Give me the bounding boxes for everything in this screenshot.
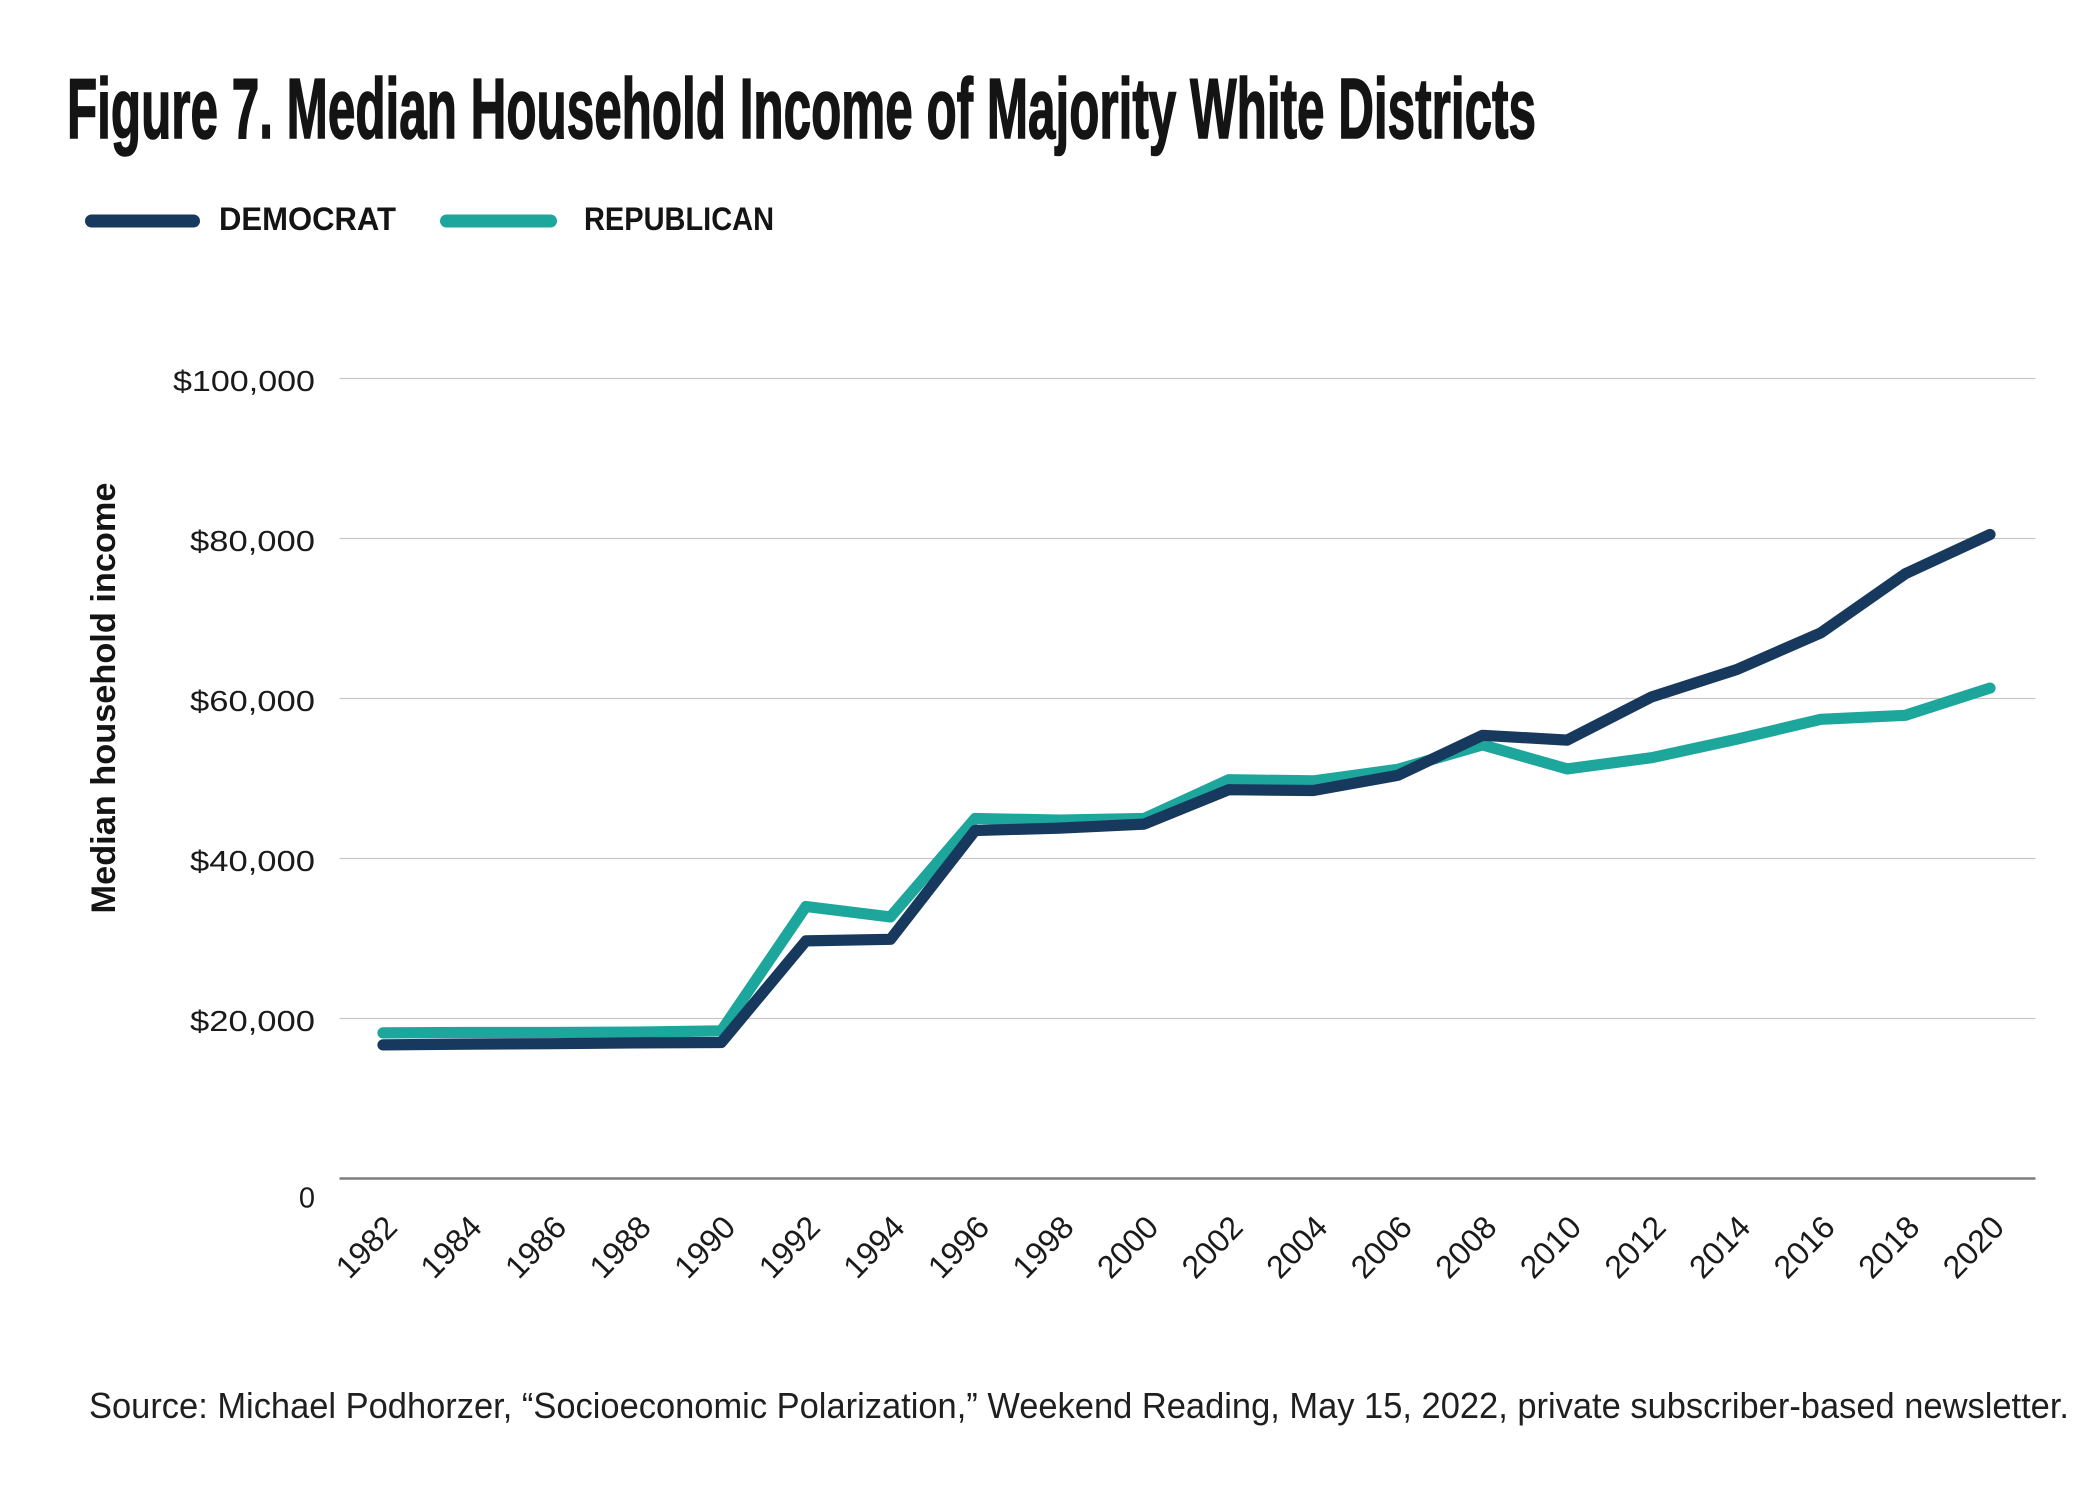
svg-text:0: 0: [299, 1183, 315, 1215]
svg-text:Median household income: Median household income: [85, 483, 123, 914]
svg-text:$40,000: $40,000: [190, 846, 315, 878]
svg-text:$20,000: $20,000: [190, 1006, 315, 1038]
svg-text:DEMOCRAT: DEMOCRAT: [219, 201, 396, 237]
svg-text:$60,000: $60,000: [190, 686, 315, 718]
svg-text:$100,000: $100,000: [173, 366, 315, 398]
svg-text:Source: Michael Podhorzer, “So: Source: Michael Podhorzer, “Socioeconomi…: [89, 1385, 2069, 1426]
svg-text:$80,000: $80,000: [190, 526, 315, 558]
svg-text:Figure 7. Median Household Inc: Figure 7. Median Household Income of Maj…: [67, 62, 1536, 157]
svg-text:REPUBLICAN: REPUBLICAN: [584, 201, 774, 237]
